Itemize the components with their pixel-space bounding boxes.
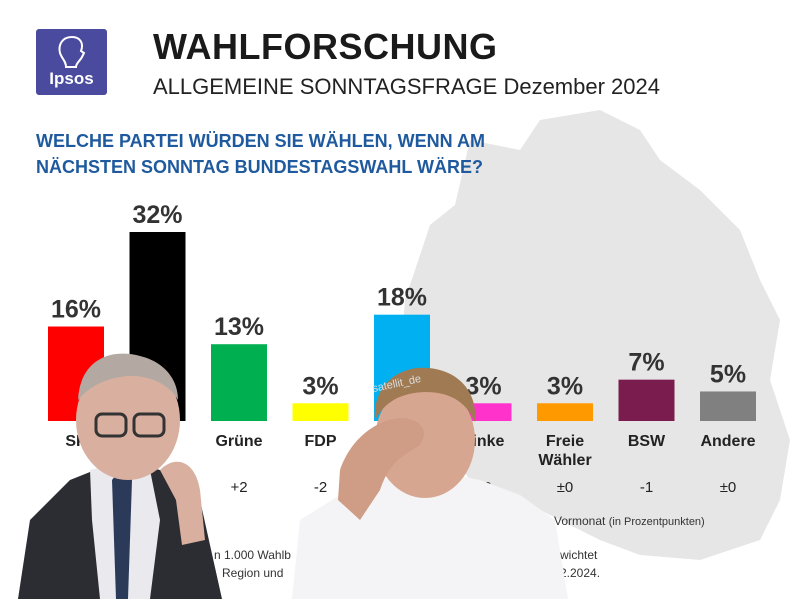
change-label-3: -2 — [314, 479, 327, 496]
value-label-6: 3% — [547, 372, 583, 400]
person-right-image — [292, 367, 568, 599]
category-label-3: FDP — [305, 433, 337, 450]
bar-7 — [618, 379, 675, 421]
logo-text: Ipsos — [49, 69, 94, 88]
question-line-1: WELCHE PARTEI WÜRDEN SIE WÄHLEN, WENN AM — [36, 131, 485, 151]
bar-6 — [537, 403, 593, 421]
category-label-6-1: Wähler — [538, 452, 591, 469]
category-label-2: Grüne — [215, 433, 262, 450]
survey-question: WELCHE PARTEI WÜRDEN SIE WÄHLEN, WENN AM… — [36, 128, 596, 180]
value-label-1: 32% — [132, 201, 182, 229]
value-label-5: 3% — [465, 372, 501, 400]
logo-head-icon — [58, 35, 86, 68]
category-label-8: Andere — [700, 433, 755, 450]
question-line-2: NÄCHSTEN SONNTAG BUNDESTAGSWAHL WÄRE? — [36, 157, 483, 177]
bar-2 — [211, 344, 267, 421]
method-fragment-5: Region und — [222, 566, 284, 580]
value-label-7: 7% — [628, 349, 664, 377]
method-fragment-2: n 1.000 Wahlb — [214, 548, 291, 562]
category-label-6-0: Freie — [546, 433, 584, 450]
method-fragment-3: wichtet — [560, 548, 598, 562]
bar-8 — [700, 391, 756, 421]
method-fragment-6: 2.2024. — [560, 566, 601, 580]
value-label-0: 16% — [51, 296, 101, 324]
change-label-2: +2 — [230, 479, 247, 496]
page-subtitle: ALLGEMEINE SONNTAGSFRAGE Dezember 2024 — [153, 74, 660, 99]
change-label: er Vormonat — [540, 514, 606, 528]
change-unit: (in Prozentpunkten) — [608, 516, 705, 528]
value-label-8: 5% — [710, 360, 746, 388]
bar-3 — [292, 403, 349, 421]
change-label-7: -1 — [640, 479, 653, 496]
change-label-8: ±0 — [720, 479, 737, 496]
page-title: WAHLFORSCHUNG — [153, 26, 498, 67]
ipsos-logo: Ipsos — [36, 29, 107, 95]
change-note: er Vormonat (in Prozentpunkten) — [540, 514, 705, 528]
value-label-4: 18% — [377, 284, 427, 312]
value-label-3: 3% — [302, 372, 338, 400]
change-label-6: ±0 — [557, 479, 574, 496]
value-label-2: 13% — [214, 313, 264, 341]
category-label-7: BSW — [628, 433, 666, 450]
person-left-image — [18, 353, 222, 599]
